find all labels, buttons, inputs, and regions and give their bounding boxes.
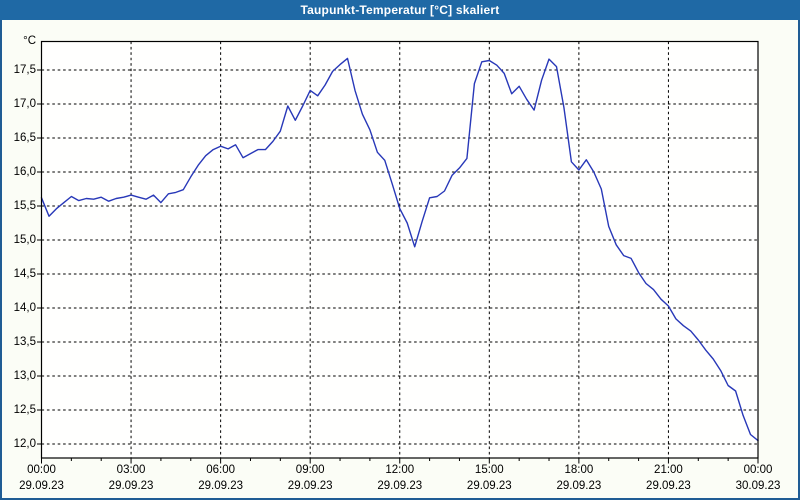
plot-frame (40, 40, 759, 459)
titlebar: Taupunkt-Temperatur [°C] skaliert (0, 0, 800, 20)
dewpoint-line (40, 57, 759, 442)
chart-title: Taupunkt-Temperatur [°C] skaliert (300, 3, 500, 17)
window-border-right (798, 20, 800, 500)
window-border-left (0, 20, 2, 500)
window-border-bottom (0, 498, 800, 500)
